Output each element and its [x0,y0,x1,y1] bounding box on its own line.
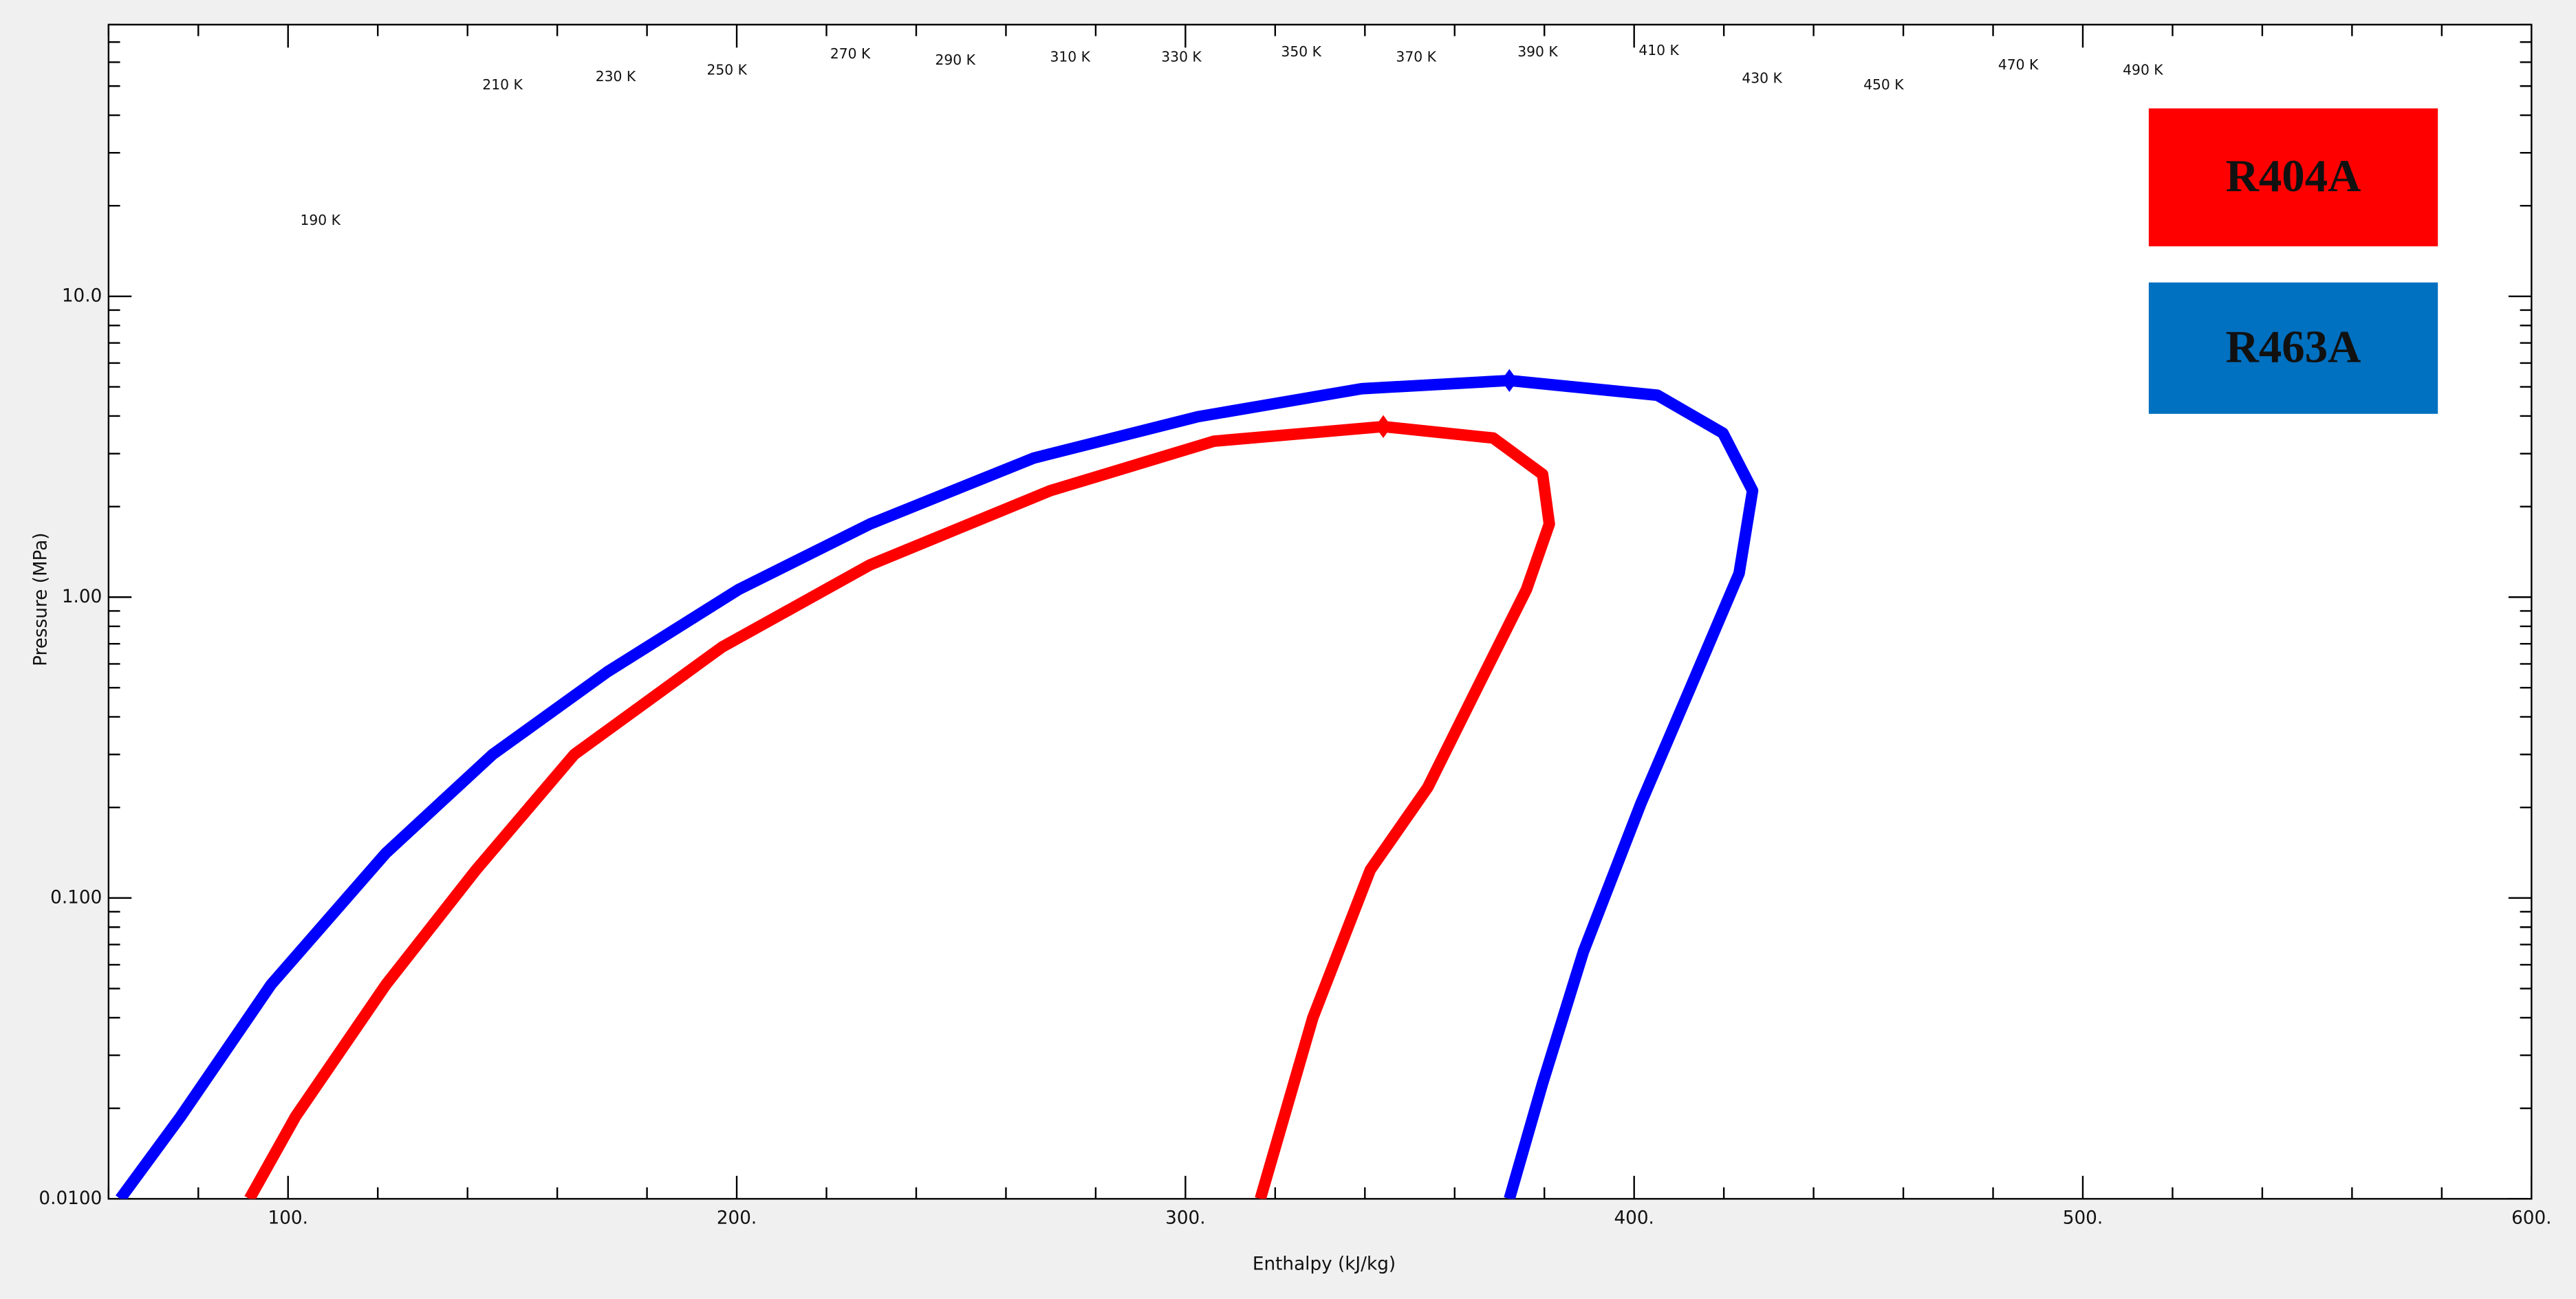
isotherm-label: 290 K [935,52,976,68]
isotherm-label: 410 K [1638,42,1679,58]
legend-box [2148,282,2438,414]
isotherm-label: 370 K [1396,48,1436,65]
isotherm-label: 190 K [300,212,340,228]
y-tick-label: 1.00 [62,587,102,607]
x-axis-title: Enthalpy (kJ/kg) [1253,1254,1396,1274]
isotherm-label: 490 K [2123,62,2163,78]
isotherm-label: 330 K [1161,48,1202,65]
isotherm-label: 310 K [1050,48,1090,65]
isotherm-label: 390 K [1517,43,1558,60]
critical-point [1375,415,1392,439]
x-tick-label: 200. [717,1208,757,1228]
isotherm-label: 270 K [830,45,871,62]
isotherm-label: 250 K [706,62,747,78]
y-tick-label: 0.100 [50,887,102,908]
legend-label: R463A [2226,321,2361,372]
x-tick-label: 300. [1165,1208,1205,1228]
x-tick-label: 100. [268,1208,308,1228]
x-tick-label: 500. [2063,1208,2103,1228]
saturation-curve [116,374,1759,1199]
isotherm-label: 450 K [1863,76,1904,93]
x-tick-label: 600. [2511,1208,2551,1228]
isotherm-label: 230 K [596,68,636,85]
isotherm-label: 470 K [1998,56,2039,73]
y-tick-label: 0.0100 [39,1188,102,1209]
y-axis-title: Pressure (MPa) [30,533,51,666]
isotherm-label: 430 K [1742,70,1782,87]
legend-label: R404A [2226,151,2361,201]
series-group [116,369,1759,1199]
isotherm-label: 350 K [1281,43,1321,60]
y-tick-label: 10.0 [62,285,102,306]
isotherm-label: 210 K [482,76,523,93]
legend-box [2148,108,2438,247]
x-tick-label: 400. [1614,1208,1654,1228]
